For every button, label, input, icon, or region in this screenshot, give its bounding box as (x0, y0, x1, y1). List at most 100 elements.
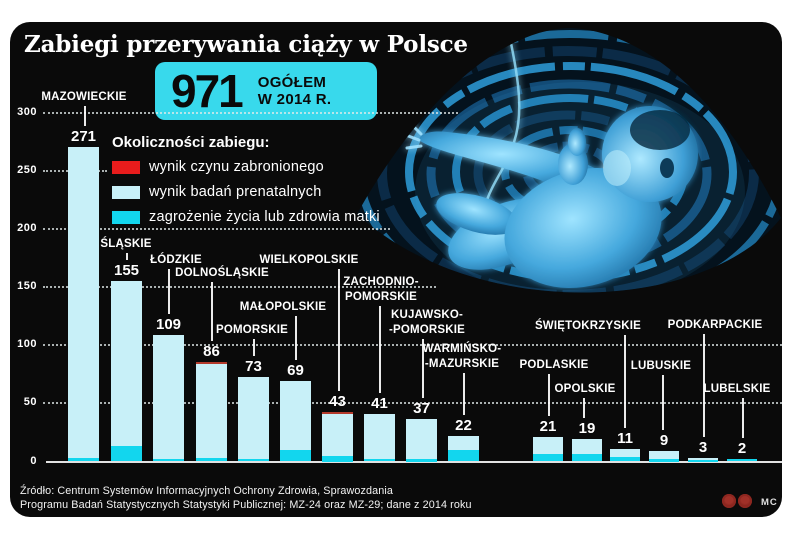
connector-line (662, 375, 664, 430)
chart-legend: Okoliczności zabiegu: wynik czynu zabron… (112, 134, 380, 235)
bar (572, 439, 602, 462)
bar-segment-zagrozenie (533, 454, 563, 462)
bar-value: 271 (70, 127, 97, 145)
bar-segment-zagrozenie (111, 446, 142, 462)
region-label: KUJAWSKO- -POMORSKIE (388, 309, 466, 336)
bar (688, 458, 718, 462)
bar (238, 376, 269, 462)
legend-item: wynik czynu zabronionego (112, 159, 380, 175)
connector-line (624, 335, 626, 428)
bar-value: 22 (455, 416, 472, 434)
bar-value: 37 (413, 399, 430, 417)
bar (322, 411, 353, 462)
bar-value: 86 (203, 342, 220, 360)
connector-line (338, 269, 340, 391)
connector-line (379, 306, 381, 393)
legend-item: zagrożenie życia lub zdrowia matki (112, 209, 380, 225)
region-label: ZACHODNIO- POMORSKIE (343, 276, 419, 303)
bar-value: 109 (155, 315, 182, 333)
connector-line (548, 374, 550, 417)
total-badge: 971 OGÓŁEM W 2014 R. (155, 62, 377, 120)
connector-line (703, 334, 705, 437)
bar-value: 73 (245, 357, 262, 375)
connector-line (295, 316, 297, 361)
gridline (43, 112, 458, 114)
source-line-2: Programu Badań Statystycznych Statystyki… (20, 498, 472, 511)
connector-line (583, 398, 585, 419)
bar-segment-zagrozenie (153, 459, 184, 462)
legend-swatch-cyan (112, 210, 140, 224)
bar-segment-zagrozenie (406, 459, 437, 462)
bar (533, 437, 563, 462)
bar-value: 43 (329, 392, 346, 410)
bar-segment-zagrozenie (727, 459, 757, 462)
region-label: ŚLĄSKIE (100, 238, 152, 250)
connector-line (422, 339, 424, 398)
bar (153, 334, 184, 462)
bar-segment-zagrozenie (688, 459, 718, 462)
bar-segment-zagrozenie (322, 455, 353, 462)
y-axis-tick: 150 (17, 280, 37, 293)
bar (406, 418, 437, 462)
connector-line (211, 282, 213, 341)
bar (111, 281, 142, 462)
bar-segment-zagrozenie (572, 454, 602, 462)
region-label: PODLASKIE (519, 359, 589, 371)
bar-value: 21 (539, 418, 557, 436)
bar-value: 11 (617, 429, 633, 447)
legend-swatch-paleblue (112, 185, 140, 199)
page-title: Zabiegi przerywania ciąży w Polsce (24, 31, 468, 58)
y-axis-tick: 200 (17, 222, 37, 235)
region-label: ŚWIĘTOKRZYSKIE (534, 320, 642, 332)
bar (364, 413, 395, 462)
bar-segment-zagrozenie (280, 449, 311, 462)
total-number: 971 (171, 65, 244, 117)
bar-value: 3 (698, 439, 708, 456)
bar-segment-zagrozenie (68, 457, 99, 462)
connector-line (253, 339, 255, 356)
bar-value: 9 (659, 432, 669, 449)
ultrasound-fetus-image (357, 28, 781, 293)
region-label: OPOLSKIE (554, 383, 616, 395)
legend-title: Okoliczności zabiegu: (112, 134, 270, 151)
license-icon-1 (722, 494, 736, 508)
y-axis-tick: 50 (23, 396, 37, 409)
region-label: MAZOWIECKIE (41, 91, 127, 103)
y-axis-tick: 0 (30, 454, 37, 467)
region-label: POMORSKIE (215, 324, 289, 336)
bar-segment-zagrozenie (364, 459, 395, 462)
bar-segment-czyn (196, 361, 227, 365)
bar (448, 435, 479, 462)
y-axis-tick: 100 (17, 338, 37, 351)
gridline (43, 402, 782, 405)
region-label: PODKARPACKIE (667, 319, 763, 331)
bar-segment-czyn (322, 411, 353, 414)
source-line-1: Źródło: Centrum Systemów Informacyjnych … (20, 485, 393, 497)
connector-line (742, 398, 744, 439)
x-axis-line (46, 460, 782, 463)
bar-segment-zagrozenie (610, 456, 640, 462)
gridline (43, 344, 782, 347)
region-label: LUBUSKIE (630, 360, 692, 372)
bar-value: 19 (578, 420, 596, 438)
connector-line (463, 373, 465, 415)
legend-item: wynik badań prenatalnych (112, 184, 380, 200)
bar-segment-zagrozenie (649, 459, 679, 462)
legend-swatch-red (112, 160, 140, 174)
gridline (43, 286, 436, 289)
bar-segment-zagrozenie (196, 457, 227, 462)
bar-segment-zagrozenie (448, 449, 479, 462)
total-caption: OGÓŁEM W 2014 R. (257, 74, 332, 108)
license-icon-2 (738, 494, 752, 508)
bar (68, 146, 99, 462)
bar (649, 451, 679, 462)
y-axis-tick: 300 (17, 106, 37, 118)
region-label: LUBELSKIE (703, 383, 771, 395)
infographic-panel: Zabiegi przerywania ciąży w Polsce (10, 22, 782, 517)
gridline (43, 228, 390, 231)
region-label: MAŁOPOLSKIE (239, 301, 327, 313)
bar-value: 41 (371, 394, 388, 412)
region-label: WARMIŃSKO- -MAZURSKIE (422, 343, 502, 370)
credit-initials: MC (761, 497, 778, 508)
